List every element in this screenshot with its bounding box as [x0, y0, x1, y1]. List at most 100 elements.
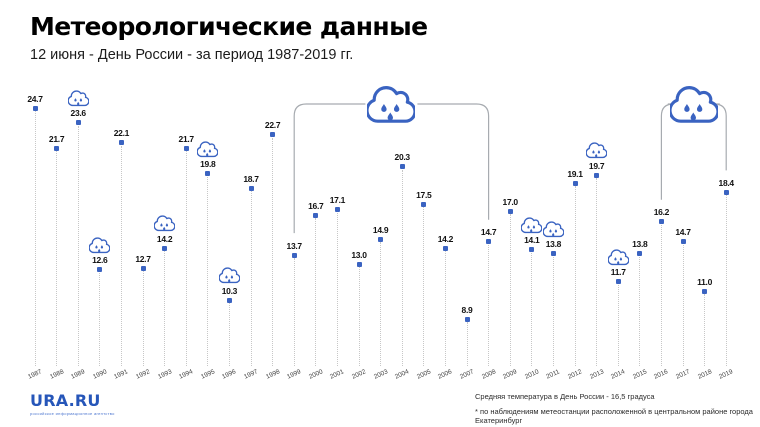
data-point-marker: [118, 140, 124, 146]
value-label: 22.7: [264, 120, 281, 131]
average-temperature-note: Средняя температура в День России - 16,5…: [475, 392, 655, 401]
value-label: 11.0: [697, 276, 713, 287]
value-label: 12.6: [92, 255, 108, 266]
column-line: [617, 284, 619, 366]
value-label: 8.9: [461, 304, 473, 315]
value-label: 22.1: [113, 128, 130, 139]
value-label: 12.7: [135, 253, 151, 264]
rain-cloud-icon: [218, 267, 241, 284]
value-label: 13.8: [632, 239, 648, 250]
data-point-marker: [464, 316, 470, 322]
column-line: [358, 267, 360, 366]
data-point-marker: [356, 261, 362, 267]
value-label: 10.3: [221, 285, 238, 296]
value-label: 14.9: [372, 224, 389, 235]
column-line: [293, 258, 295, 366]
chart-header: Метеорологические данные 12 июня - День …: [30, 12, 428, 63]
page-subtitle: 12 июня - День России - за период 1987-2…: [30, 47, 354, 63]
column-line: [142, 271, 144, 366]
rain-cloud-icon: [88, 237, 111, 253]
column-line: [660, 224, 662, 366]
data-point-marker: [183, 145, 189, 151]
rain-cloud-icon: [542, 221, 565, 237]
value-label: 13.8: [545, 239, 562, 250]
data-point-marker: [594, 172, 600, 178]
value-label: 20.3: [394, 152, 411, 163]
big-rain-cloud: [668, 85, 720, 130]
value-label: 13.0: [351, 249, 367, 260]
rain-cloud-icon: [67, 90, 90, 107]
column-line: [574, 186, 576, 366]
value-label: 16.2: [653, 207, 670, 218]
value-label: 18.4: [718, 177, 735, 188]
rain-cloud-icon: [520, 217, 543, 233]
small-rain-cloud: [153, 215, 176, 237]
logo-tagline: российское информационное агентство: [30, 411, 115, 416]
small-rain-cloud: [607, 249, 630, 271]
column-line: [423, 207, 425, 366]
data-point-marker: [226, 297, 232, 303]
footnotes: Средняя температура в День России - 16,5…: [475, 392, 760, 425]
column-line: [250, 191, 252, 366]
rain-cloud-icon: [607, 249, 630, 265]
data-point-marker: [399, 164, 405, 170]
value-label: 19.7: [588, 160, 605, 171]
data-point-marker: [507, 208, 513, 214]
data-point-marker: [205, 171, 211, 177]
column-line: [336, 212, 338, 366]
value-label: 21.7: [48, 133, 65, 144]
small-rain-cloud: [218, 267, 241, 289]
rain-cloud-icon: [153, 215, 176, 232]
value-label: 13.7: [286, 240, 303, 251]
rain-cloud-icon: [196, 141, 219, 157]
column-line: [401, 169, 403, 366]
logo-text[interactable]: URA.RU: [30, 391, 101, 410]
column-line: [315, 218, 317, 366]
data-point-marker: [140, 265, 146, 271]
column-line: [531, 252, 533, 366]
data-point-marker: [378, 236, 384, 242]
small-rain-cloud: [196, 141, 219, 163]
data-point-marker: [572, 180, 578, 186]
column-line: [704, 294, 706, 366]
data-point-marker: [442, 245, 448, 251]
data-point-marker: [75, 120, 81, 126]
column-line: [596, 178, 598, 366]
data-point-marker: [313, 212, 319, 218]
column-line: [99, 272, 101, 366]
column-line: [228, 303, 230, 366]
value-label: 14.2: [437, 233, 454, 244]
data-point-marker: [658, 219, 664, 225]
value-label: 14.7: [675, 227, 691, 238]
weather-station-note: * по наблюдениям метеостанции расположен…: [475, 407, 753, 425]
data-point-marker: [615, 279, 621, 285]
big-rain-cloud: [365, 85, 417, 130]
value-label: 21.7: [178, 133, 195, 144]
data-point-marker: [32, 105, 38, 111]
data-point-marker: [162, 245, 168, 251]
small-rain-cloud: [520, 217, 543, 239]
small-rain-cloud: [542, 221, 565, 243]
column-line: [185, 151, 187, 366]
small-rain-cloud: [585, 142, 608, 164]
data-point-marker: [723, 189, 729, 195]
column-line: [639, 256, 641, 366]
value-label: 18.7: [243, 173, 259, 184]
value-label: 19.8: [200, 159, 216, 170]
column-line: [56, 151, 58, 366]
value-label: 17.1: [329, 195, 346, 206]
column-line: [552, 256, 554, 366]
ura-ru-logo[interactable]: URA.RU российское информационное агентст…: [30, 391, 115, 416]
rain-cloud-icon: [365, 86, 417, 123]
data-point-marker: [550, 251, 556, 257]
data-point-marker: [680, 239, 686, 245]
column-line: [34, 111, 36, 366]
data-point-marker: [270, 132, 276, 138]
data-point-marker: [529, 247, 535, 253]
small-rain-cloud: [67, 90, 90, 112]
column-line: [725, 195, 727, 366]
rain-cloud-icon: [668, 86, 720, 123]
column-line: [509, 214, 511, 366]
data-point-marker: [486, 239, 492, 245]
column-line: [272, 137, 274, 366]
